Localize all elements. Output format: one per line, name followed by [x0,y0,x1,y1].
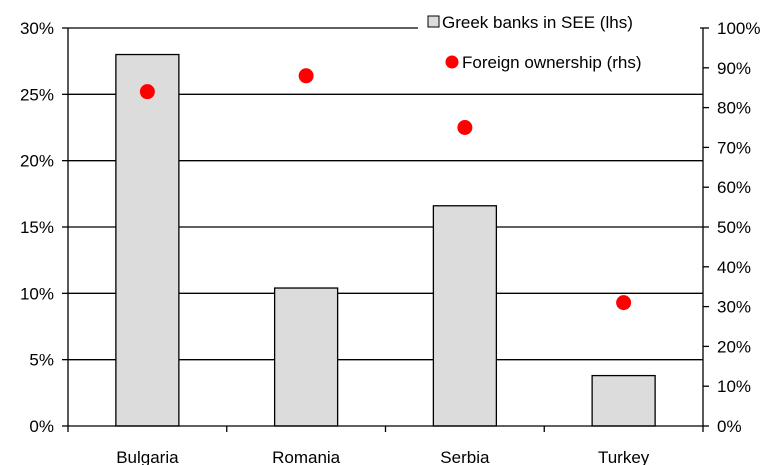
legend-bar-label: Greek banks in SEE (lhs) [442,13,633,32]
left-tick-label: 30% [20,19,54,38]
category-label: Serbia [440,448,490,465]
marker-turkey [616,295,632,311]
legend-background [418,4,700,74]
marker-romania [298,68,314,84]
right-tick-label: 60% [717,178,751,197]
category-label: Romania [272,448,341,465]
bar-bulgaria [115,53,180,427]
right-axis-ticks: 0% 10% 20% 30% 40% 50% 60% 70% 80% 90% 100% [703,19,760,436]
right-tick-label: 80% [717,99,751,118]
category-label: Bulgaria [116,448,179,465]
bar-serbia [432,205,498,427]
markers [139,68,632,311]
right-tick-label: 0% [717,417,742,436]
category-labels: Bulgaria Romania Serbia Turkey [116,448,650,465]
right-tick-label: 20% [717,337,751,356]
category-label: Turkey [598,448,650,465]
left-tick-label: 25% [20,85,54,104]
bars [115,53,656,427]
left-tick-label: 10% [20,284,54,303]
marker-serbia [457,120,473,135]
right-tick-label: 40% [717,258,751,277]
right-tick-label: 30% [717,298,751,317]
left-tick-label: 20% [20,152,54,171]
right-tick-label: 10% [717,377,751,396]
left-tick-label: 5% [29,351,54,370]
right-tick-label: 50% [717,218,751,237]
left-tick-label: 15% [20,218,54,237]
right-tick-label: 100% [717,19,760,38]
legend: Greek banks in SEE (lhs) Foreign ownersh… [418,4,700,74]
left-tick-label: 0% [29,417,54,436]
bar-romania [273,287,339,427]
bar-turkey [591,374,656,427]
right-tick-label: 70% [717,138,751,157]
marker-bulgaria [139,84,155,100]
legend-bar-swatch [427,15,440,28]
right-tick-label: 90% [717,59,751,78]
left-axis-ticks: 0% 5% 10% 15% 20% 25% 30% [20,19,68,436]
legend-marker-swatch [445,55,459,69]
legend-marker-label: Foreign ownership (rhs) [462,53,642,72]
